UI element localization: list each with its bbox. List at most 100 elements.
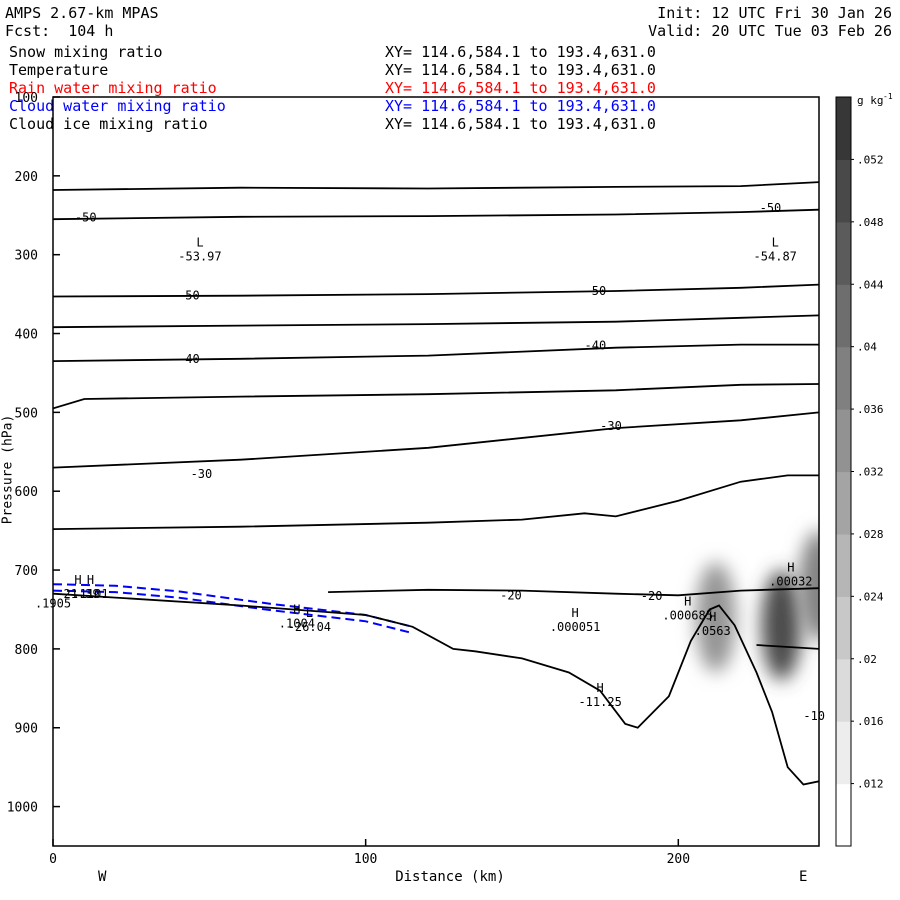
temperature-contour: [53, 283, 819, 298]
colorbar-band: [836, 533, 851, 597]
terrain-outline: [53, 592, 819, 786]
colorbar-band: [836, 159, 851, 223]
extremum-value: -21.39: [56, 587, 99, 601]
colorbar-band: [836, 346, 851, 410]
colorbar-tick-label: .032: [857, 466, 884, 479]
field-xy-cloud-water: XY= 114.6,584.1 to 193.4,631.0: [385, 97, 656, 115]
colorbar-band: [836, 97, 851, 161]
extremum-value: -11.25: [578, 695, 621, 709]
x-axis-label: Distance (km): [395, 869, 505, 885]
extremum-value: .1101: [72, 587, 108, 601]
y-tick-label: 600: [15, 485, 38, 500]
forecast-hour: Fcst: 104 h: [5, 22, 114, 40]
colorbar-tick-label: .052: [857, 153, 884, 166]
field-xy-temperature: XY= 114.6,584.1 to 193.4,631.0: [385, 61, 656, 79]
y-tick-label: 900: [15, 722, 38, 737]
y-tick-label: 1000: [7, 801, 38, 816]
contour-label: -50: [75, 211, 97, 225]
temperature-contour: [53, 343, 819, 362]
x-tick-label: 200: [667, 852, 690, 867]
snow-shading-blob: [799, 530, 819, 641]
colorbar-tick-label: .02: [857, 653, 877, 666]
colorbar-unit: g kg: [857, 94, 884, 107]
init-time: Init: 12 UTC Fri 30 Jan 26: [657, 4, 892, 22]
contour-label: -40: [178, 352, 200, 366]
snow-shading-blob: [695, 562, 736, 673]
field-xy-rain: XY= 114.6,584.1 to 193.4,631.0: [385, 79, 656, 97]
extremum-marker: H: [709, 610, 716, 624]
colorbar-tick-label: .016: [857, 715, 884, 728]
extremum-marker: L: [772, 236, 779, 250]
extremum-value: .1905: [35, 597, 71, 611]
x-tick-label: 0: [49, 852, 57, 867]
temperature-contour: [328, 587, 819, 597]
model-title: AMPS 2.67-km MPAS: [5, 4, 159, 22]
colorbar-band: [836, 284, 851, 348]
temperature-contour: [53, 474, 819, 530]
extremum-value: -54.87: [754, 250, 797, 264]
contour-label: -30: [191, 467, 213, 481]
field-name-snow: Snow mixing ratio: [9, 43, 163, 61]
snow-shading-blob: [761, 570, 802, 681]
y-tick-label: 800: [15, 643, 38, 658]
colorbar-band: [836, 471, 851, 535]
cloud-water-contour: [53, 583, 413, 628]
y-tick-label: 300: [15, 249, 38, 264]
extremum-marker: H: [684, 594, 691, 608]
temperature-contour: [53, 181, 819, 191]
contour-label: -50: [585, 284, 607, 298]
colorbar-frame: [835, 96, 852, 847]
plot-frame: [52, 96, 820, 847]
y-tick-label: 400: [15, 328, 38, 343]
colorbar-band: [836, 409, 851, 473]
contour-label: -20: [500, 588, 522, 602]
colorbar-tick-label: .036: [857, 403, 884, 416]
contour-label: -30: [600, 419, 622, 433]
field-name-rain: Rain water mixing ratio: [9, 79, 217, 97]
field-xy-snow: XY= 114.6,584.1 to 193.4,631.0: [385, 43, 656, 61]
valid-time: Valid: 20 UTC Tue 03 Feb 26: [648, 22, 892, 40]
y-tick-label: 700: [15, 564, 38, 579]
colorbar-tick-label: .028: [857, 528, 884, 541]
colorbar-tick-label: .012: [857, 778, 884, 791]
extremum-value: -26.04: [288, 620, 331, 634]
extremum-marker: H: [572, 606, 579, 620]
y-axis-label: Pressure (hPa): [0, 414, 16, 525]
east-end-label: E: [799, 869, 808, 885]
extremum-marker: L: [306, 606, 313, 620]
field-name-cloud-water: Cloud water mixing ratio: [9, 97, 226, 115]
extremum-marker: H: [87, 573, 94, 587]
contour-label: -10: [803, 709, 825, 723]
extremum-value: .000685: [662, 608, 713, 622]
colorbar-tick-label: .044: [857, 278, 884, 291]
colorbar-tick-label: .048: [857, 216, 884, 229]
contour-label: -50: [178, 289, 200, 303]
field-xy-cloud-ice: XY= 114.6,584.1 to 193.4,631.0: [385, 115, 656, 133]
extremum-marker: H: [293, 602, 300, 616]
temperature-contour: [53, 208, 819, 221]
contour-label: -50: [760, 201, 782, 215]
colorbar-band: [836, 596, 851, 660]
colorbar-band: [836, 783, 851, 847]
x-tick-label: 100: [354, 852, 377, 867]
y-tick-label: 200: [15, 170, 38, 185]
extremum-value: .000051: [550, 620, 601, 634]
contour-label: -40: [585, 338, 607, 352]
temperature-contour: [53, 383, 819, 410]
cloud-water-contour: [53, 589, 413, 635]
colorbar-band: [836, 221, 851, 285]
temperature-contour: [756, 644, 819, 650]
west-end-label: W: [98, 869, 107, 885]
contour-label: -20: [641, 589, 663, 603]
temperature-contour: [53, 314, 819, 329]
colorbar-band: [836, 721, 851, 785]
colorbar-band: [836, 658, 851, 722]
extremum-marker: H: [74, 573, 81, 587]
extremum-marker: L: [196, 236, 203, 250]
y-tick-label: 500: [15, 406, 38, 421]
field-name-temperature: Temperature: [9, 61, 109, 79]
extremum-value: .1004: [279, 616, 315, 630]
extremum-value: .00032: [769, 575, 812, 589]
extremum-value: .0563: [695, 624, 731, 638]
